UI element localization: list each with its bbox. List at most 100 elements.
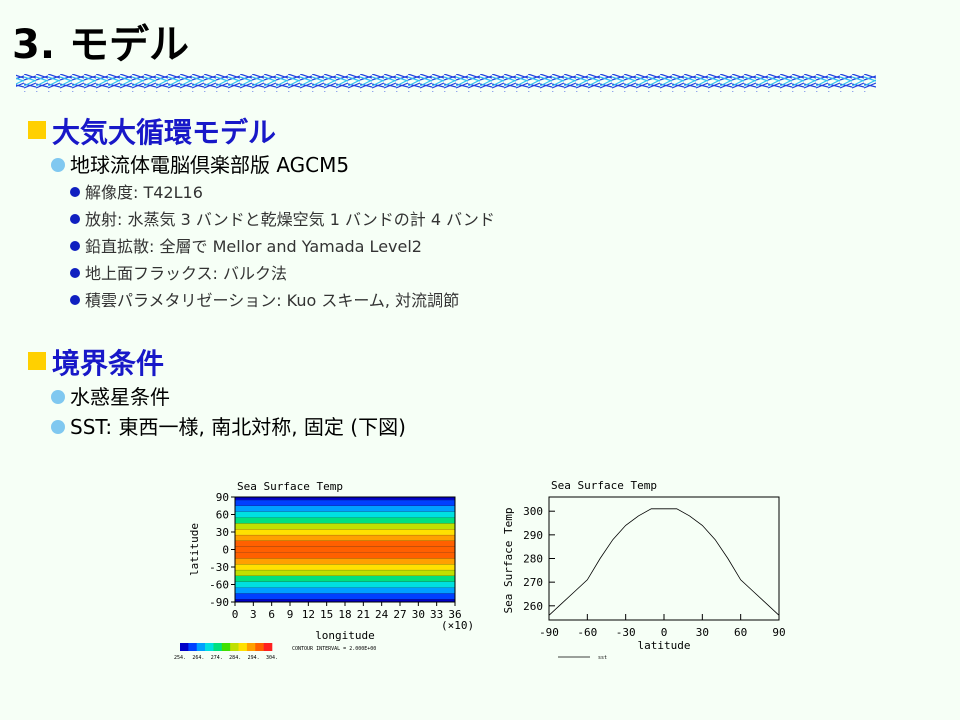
bullet: [51, 420, 65, 434]
colorbar-cell: [255, 643, 264, 651]
subitem: 積雲パラメタリゼーション: Kuo スキーム, 対流調節: [85, 291, 459, 310]
x-tick-label: -90: [539, 626, 559, 639]
y-tick-label: 260: [523, 600, 543, 613]
sst-band: [235, 558, 455, 565]
sst-band: [235, 552, 455, 559]
sst-band: [235, 499, 455, 506]
sst-band: [235, 569, 455, 576]
contour-interval: CONTOUR INTERVAL = 2.000E+00: [292, 646, 376, 652]
heading: 境界条件: [52, 347, 164, 380]
bullet: [70, 214, 80, 224]
item: 水惑星条件: [70, 385, 170, 409]
sst-band: [235, 546, 455, 553]
x-tick-label: 30: [412, 608, 425, 621]
y-tick-label: 300: [523, 505, 543, 518]
y-tick-label: 290: [523, 529, 543, 542]
y-tick-label: -90: [209, 596, 229, 609]
x-tick-label: 36: [448, 608, 461, 621]
subitems: 解像度: T42L16 放射: 水蒸気 3 バンドと乾燥空気 1 バンドの計 4 …: [70, 183, 495, 310]
y-axis-label: Sea Surface Temp: [502, 508, 515, 614]
x-tick-label: 9: [287, 608, 294, 621]
sst-band: [235, 497, 455, 500]
subitem: 鉛直拡散: 全層で Mellor and Yamada Level2: [85, 237, 422, 256]
bullet: [28, 121, 46, 139]
colorbar-cell: [196, 643, 206, 651]
subitem: 地上面フラックス: バルク法: [85, 264, 287, 283]
colorbar-label: 274.: [211, 655, 223, 661]
sst-band: [235, 517, 455, 524]
sst-band: [235, 564, 455, 570]
x-axis-label: longitude: [315, 629, 375, 642]
colorbar-cell: [238, 643, 248, 651]
subitem: 放射: 水蒸気 3 バンドと乾燥空気 1 バンドの計 4 バンド: [85, 210, 495, 229]
x-tick-label: -30: [616, 626, 636, 639]
x-axis-label: latitude: [638, 639, 691, 652]
bullet: [70, 187, 80, 197]
y-tick-label: 0: [222, 544, 229, 557]
figure-title: Sea Surface Temp: [551, 479, 657, 492]
sst-band: [235, 505, 455, 512]
y-tick-label: -60: [209, 579, 229, 592]
legend-label: sst: [598, 655, 607, 661]
colorbar-label: 294.: [248, 655, 260, 661]
y-tick-label: 280: [523, 553, 543, 566]
x-tick-label: 6: [268, 608, 275, 621]
y-tick-label: 30: [216, 526, 229, 539]
x-tick-label: 3: [250, 608, 257, 621]
x-tick-label: 90: [772, 626, 785, 639]
x-tick-label: 27: [393, 608, 406, 621]
y-tick-label: 90: [216, 491, 229, 504]
sst-band: [235, 581, 455, 588]
item: SST: 東西一様, 南北対称, 固定 (下図): [70, 415, 406, 439]
sst-band: [235, 575, 455, 582]
figure-title: Sea Surface Temp: [237, 480, 343, 493]
y-axis-label: latitude: [188, 523, 201, 576]
colorbar-cell: [246, 643, 256, 651]
sst-band: [235, 587, 455, 594]
x-tick-label: 15: [320, 608, 333, 621]
bullet: [70, 241, 80, 251]
heading: 大気大循環モデル: [52, 116, 276, 149]
sst-band: [235, 593, 455, 600]
colorbar-cell: [213, 643, 223, 651]
subitem: 解像度: T42L16: [85, 183, 203, 202]
colorbar-cell: [180, 643, 189, 651]
sst-band: [235, 529, 455, 535]
colorbar-label: 284.: [229, 655, 241, 661]
plot-frame: [548, 496, 780, 621]
item: 地球流体電脳倶楽部版 AGCM5: [70, 153, 349, 177]
bullet: [70, 295, 80, 305]
x-tick-label: 30: [696, 626, 709, 639]
x-tick-label: 24: [375, 608, 389, 621]
sst-band: [235, 534, 455, 541]
colorbar-label: 264.: [192, 655, 204, 661]
colorbar-label: 304.: [266, 655, 278, 661]
x-tick-label: 18: [338, 608, 351, 621]
x-tick-label: 0: [232, 608, 239, 621]
colorbar-cell: [263, 643, 273, 651]
bullet: [51, 158, 65, 172]
colorbar-cell: [205, 643, 214, 651]
sst-band: [235, 511, 455, 518]
colorbar-label: 254.: [174, 655, 186, 661]
line-series: [548, 508, 780, 616]
y-tick-label: -30: [209, 561, 229, 574]
title-decoration: [16, 74, 876, 92]
bullet: [70, 268, 80, 278]
colorbar-cell: [230, 643, 239, 651]
x-tick-label: 33: [430, 608, 443, 621]
bullet: [28, 352, 46, 370]
y-tick-label: 60: [216, 509, 229, 522]
x-tick-label: 21: [357, 608, 370, 621]
bullet: [51, 390, 65, 404]
colorbar-cell: [188, 643, 198, 651]
x-tick-label: -60: [577, 626, 597, 639]
slide-title: 3. モデル: [12, 22, 189, 68]
x-multiplier: (×10): [441, 619, 474, 632]
colorbar-cell: [221, 643, 231, 651]
x-tick-label: 60: [734, 626, 747, 639]
x-tick-label: 12: [302, 608, 315, 621]
